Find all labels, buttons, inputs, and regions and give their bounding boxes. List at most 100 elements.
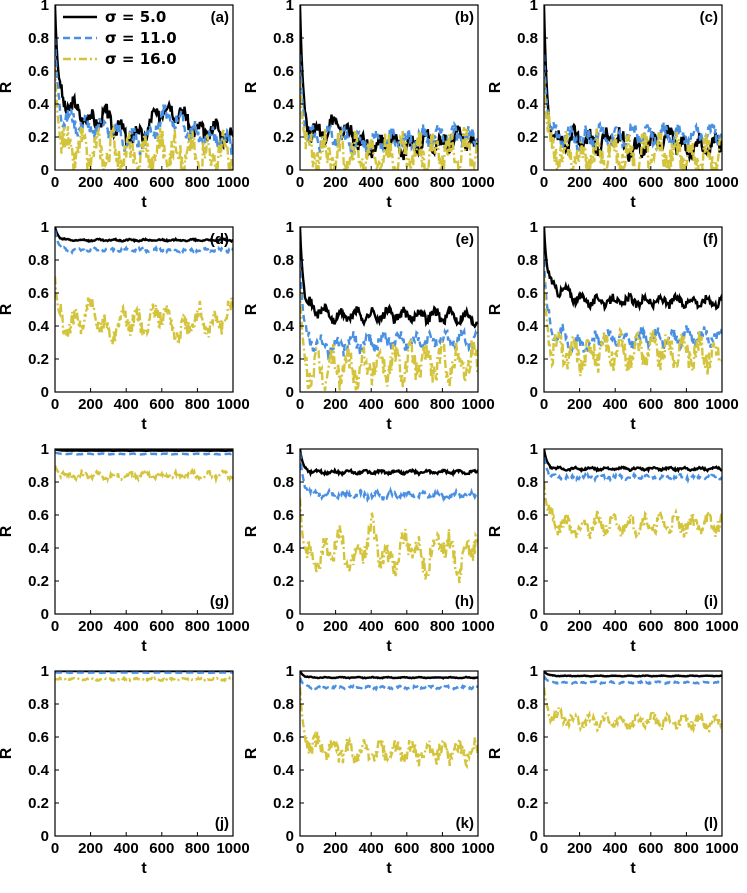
y-tick-label: 0 bbox=[286, 606, 294, 623]
y-tick-label: 0 bbox=[530, 384, 538, 401]
y-tick-label: 0.4 bbox=[273, 318, 295, 335]
x-tick-label: 1000 bbox=[461, 174, 494, 191]
x-axis-label: t bbox=[141, 638, 147, 655]
series-line-solid bbox=[55, 227, 233, 244]
x-tick-label: 600 bbox=[638, 840, 663, 857]
panel-label: (g) bbox=[210, 593, 229, 610]
y-tick-label: 0.2 bbox=[517, 351, 538, 368]
y-tick-label: 0.2 bbox=[517, 129, 538, 146]
axes-frame bbox=[54, 4, 234, 171]
x-tick-label: 400 bbox=[603, 618, 628, 635]
y-tick-label: 0.8 bbox=[273, 474, 294, 491]
x-axis-label: t bbox=[386, 416, 392, 433]
y-axis-label: R bbox=[487, 81, 504, 93]
x-tick-label: 800 bbox=[674, 396, 699, 413]
y-tick-label: 0 bbox=[530, 162, 538, 179]
series-line-dashed bbox=[300, 677, 478, 692]
x-tick-label: 1000 bbox=[705, 618, 738, 635]
panel-label: (h) bbox=[455, 593, 474, 610]
x-tick-label: 1000 bbox=[461, 840, 494, 857]
y-tick-label: 0.6 bbox=[273, 729, 294, 746]
y-tick-label: 0.8 bbox=[28, 252, 49, 269]
x-tick-label: 400 bbox=[114, 174, 139, 191]
y-tick-label: 0.8 bbox=[273, 252, 294, 269]
legend: σ = 5.0 σ = 11.0 σ = 16.0 bbox=[63, 8, 177, 68]
series-line-dashdot bbox=[544, 481, 722, 540]
series-line-dashdot bbox=[544, 79, 722, 170]
x-tick-label: 800 bbox=[430, 840, 455, 857]
y-tick-label: 0.2 bbox=[28, 573, 49, 590]
y-tick-label: 0.4 bbox=[273, 96, 295, 113]
axes-frame bbox=[543, 670, 723, 837]
axes-frame bbox=[299, 670, 479, 837]
y-tick-label: 0.2 bbox=[273, 795, 294, 812]
series-line-solid bbox=[300, 227, 478, 329]
series-line-solid bbox=[544, 671, 722, 678]
x-tick-label: 800 bbox=[674, 840, 699, 857]
y-tick-label: 0.2 bbox=[28, 129, 49, 146]
x-tick-label: 600 bbox=[149, 840, 174, 857]
axes-frame bbox=[543, 226, 723, 393]
x-tick-label: 1000 bbox=[461, 618, 494, 635]
x-tick-label: 400 bbox=[359, 618, 384, 635]
y-tick-label: 0.6 bbox=[517, 507, 538, 524]
series-line-solid bbox=[544, 5, 722, 163]
x-tick-label: 200 bbox=[323, 618, 348, 635]
x-tick-label: 800 bbox=[430, 618, 455, 635]
panel-label: (e) bbox=[456, 231, 474, 248]
axes-frame bbox=[543, 448, 723, 615]
x-tick-label: 200 bbox=[567, 396, 592, 413]
axes-frame bbox=[299, 226, 479, 393]
y-tick-label: 1 bbox=[286, 663, 294, 680]
legend-entry: σ = 16.0 bbox=[105, 50, 177, 68]
x-axis-label: t bbox=[386, 638, 392, 655]
series-line-dashdot bbox=[544, 687, 722, 734]
y-tick-label: 1 bbox=[530, 219, 538, 236]
panel-label: (l) bbox=[704, 815, 718, 832]
x-tick-label: 600 bbox=[638, 174, 663, 191]
x-tick-label: 600 bbox=[638, 618, 663, 635]
x-axis-label: t bbox=[630, 860, 636, 877]
series-line-dashed bbox=[544, 457, 722, 485]
series-line-dashdot bbox=[300, 79, 478, 170]
series-line-dashdot bbox=[300, 687, 478, 770]
y-axis-label: R bbox=[243, 525, 260, 537]
x-tick-label: 200 bbox=[567, 174, 592, 191]
x-tick-label: 200 bbox=[78, 174, 103, 191]
y-axis-label: R bbox=[243, 81, 260, 93]
x-tick-label: 400 bbox=[359, 174, 384, 191]
x-tick-label: 200 bbox=[78, 618, 103, 635]
x-axis-label: t bbox=[141, 860, 147, 877]
y-tick-label: 0.8 bbox=[517, 252, 538, 269]
panel-c: 0 200 400 600 800 1000 0 0.2 0.4 0.6 0.8 1 t R (c) bbox=[487, 0, 739, 211]
panel-l: 0 200 400 600 800 1000 0 0.2 0.4 0.6 0.8 1 t R (l) bbox=[487, 663, 739, 877]
y-tick-label: 1 bbox=[41, 219, 49, 236]
series-line-dashed bbox=[55, 230, 233, 256]
y-tick-label: 0 bbox=[530, 606, 538, 623]
y-tick-label: 0.6 bbox=[273, 63, 294, 80]
axes-frame bbox=[54, 226, 234, 393]
y-tick-label: 1 bbox=[41, 441, 49, 458]
x-axis-label: t bbox=[141, 194, 147, 211]
panel-label: (c) bbox=[700, 9, 718, 26]
y-tick-label: 0.8 bbox=[517, 30, 538, 47]
x-axis-label: t bbox=[141, 416, 147, 433]
y-tick-label: 1 bbox=[530, 441, 538, 458]
x-tick-label: 0 bbox=[540, 840, 548, 857]
x-tick-label: 1000 bbox=[705, 174, 738, 191]
y-tick-label: 0.4 bbox=[273, 762, 295, 779]
series-line-dashdot bbox=[544, 276, 722, 377]
panel-a: 0 200 400 600 800 1000 0 0.2 0.4 0.6 0.8 1 t R (a) bbox=[0, 0, 250, 211]
x-tick-label: 0 bbox=[296, 396, 304, 413]
x-tick-label: 600 bbox=[149, 396, 174, 413]
x-tick-label: 0 bbox=[296, 174, 304, 191]
panel-label: (d) bbox=[210, 231, 229, 248]
y-tick-label: 1 bbox=[286, 441, 294, 458]
y-tick-label: 0.8 bbox=[273, 30, 294, 47]
x-tick-label: 800 bbox=[430, 396, 455, 413]
y-tick-label: 0.8 bbox=[517, 696, 538, 713]
y-tick-label: 0.6 bbox=[517, 285, 538, 302]
series-line-solid bbox=[300, 449, 478, 478]
axes-frame bbox=[54, 448, 234, 615]
